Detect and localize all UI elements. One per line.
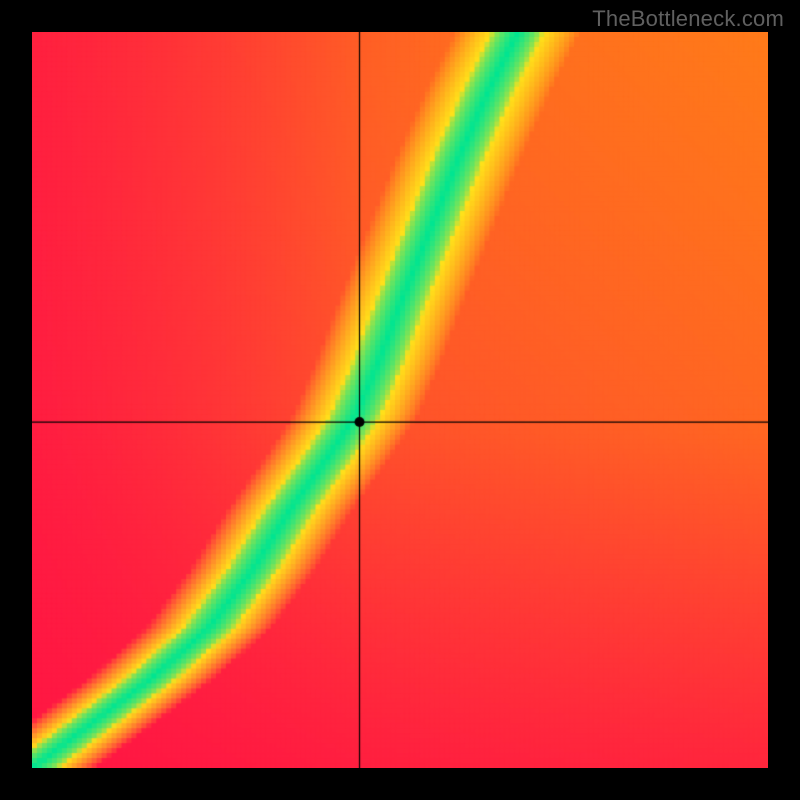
bottleneck-heatmap (32, 32, 768, 768)
chart-container: TheBottleneck.com (0, 0, 800, 800)
watermark-text: TheBottleneck.com (592, 6, 784, 32)
